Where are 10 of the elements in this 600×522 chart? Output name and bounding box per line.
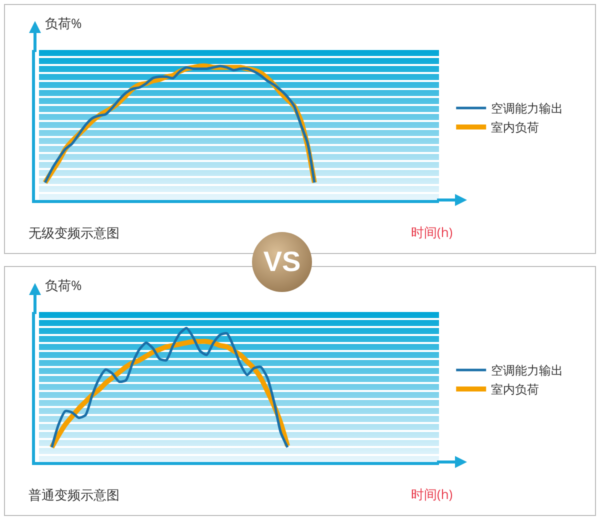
y-axis-title: 负荷% [45, 14, 82, 32]
x-axis-title: 时间(h) [411, 485, 453, 503]
legend-label: 室内负荷 [491, 118, 540, 136]
x-axis-title: 时间(h) [411, 223, 453, 241]
text: 普通变频示意图 [28, 486, 120, 504]
legend-label: 室内负荷 [491, 380, 540, 398]
legend-label: 空调能力输出 [491, 100, 564, 117]
text: 无级变频示意图 [28, 224, 120, 242]
y-axis-title: 负荷% [45, 276, 82, 294]
legend-label: 空调能力输出 [491, 362, 564, 379]
